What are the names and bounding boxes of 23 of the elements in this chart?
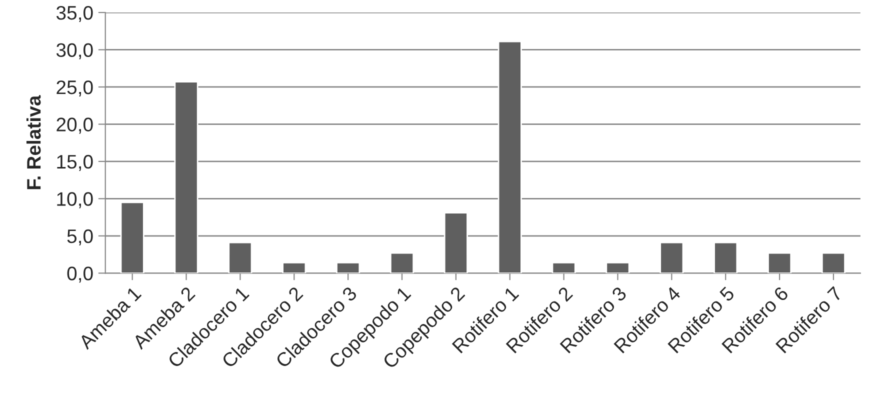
- bar: [390, 252, 414, 274]
- bar: [660, 242, 684, 274]
- y-tick-label: 5,0: [67, 229, 93, 246]
- y-tick-label: 25,0: [56, 80, 93, 97]
- y-axis-title: F. Relativa: [26, 95, 41, 190]
- bar: [444, 212, 468, 274]
- bar: [714, 242, 738, 274]
- y-tick-label: 10,0: [57, 192, 93, 208]
- bar: [282, 262, 306, 274]
- y-tick-label: 0,0: [67, 266, 93, 283]
- bar: [120, 202, 144, 274]
- bar: [821, 252, 846, 274]
- bar: [552, 262, 576, 274]
- bar: [768, 252, 792, 274]
- bar: [174, 81, 198, 274]
- bar: [606, 262, 630, 274]
- y-tick-label: 35,0: [56, 6, 93, 22]
- bar: [498, 40, 522, 274]
- y-tick-label: 30,0: [56, 43, 93, 60]
- y-tick-label: 15,0: [57, 154, 93, 171]
- y-tick-label: 20,0: [56, 118, 93, 134]
- bar: [336, 262, 360, 274]
- bar: [228, 242, 252, 274]
